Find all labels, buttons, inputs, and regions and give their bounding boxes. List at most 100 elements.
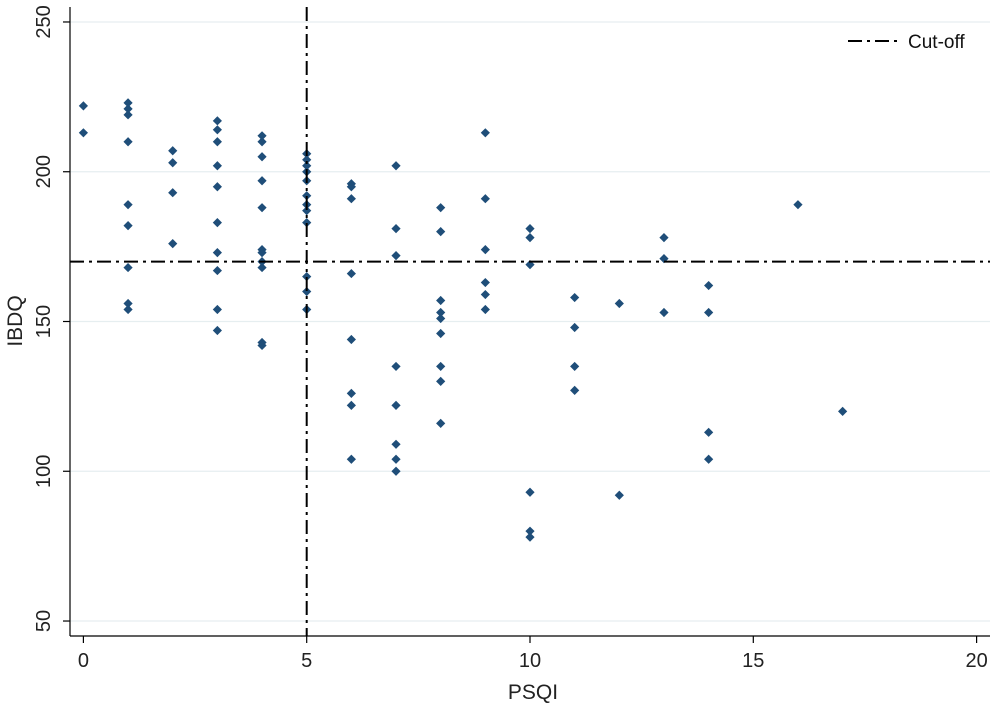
data-point-5: [123, 137, 133, 147]
data-point-7: [123, 221, 133, 231]
data-point-74: [480, 194, 490, 204]
data-point-28: [257, 176, 267, 186]
axis-ticks: 50 100 150 200 250 0 5 10 15 20: [33, 5, 988, 672]
data-point-55: [346, 454, 356, 464]
x-tick-label-0: 0: [78, 650, 89, 672]
data-point-35: [257, 340, 267, 351]
data-point-1: [78, 128, 88, 138]
data-point-24: [212, 325, 222, 336]
data-point-58: [391, 251, 401, 261]
data-point-99: [838, 406, 848, 416]
y-tick-label-50: 50: [33, 610, 55, 632]
data-point-92: [659, 254, 669, 264]
data-point-11: [168, 146, 178, 156]
cutoff-lines: [70, 7, 990, 636]
grid-lines: [70, 21, 990, 622]
data-point-50: [346, 194, 356, 204]
data-point-57: [391, 224, 401, 234]
data-point-77: [480, 289, 490, 300]
data-point-0: [78, 101, 88, 111]
data-point-6: [123, 200, 133, 210]
data-point-23: [212, 304, 222, 315]
data-point-78: [480, 304, 490, 315]
data-point-67: [436, 307, 446, 318]
data-point-98: [793, 200, 803, 210]
data-point-75: [480, 245, 490, 255]
data-point-44: [302, 218, 312, 228]
data-point-63: [391, 466, 401, 476]
data-point-46: [302, 286, 312, 297]
data-point-2: [123, 98, 133, 108]
y-tick-label-150: 150: [33, 305, 55, 338]
data-point-38: [302, 161, 312, 171]
data-point-10: [123, 304, 133, 315]
data-point-21: [212, 248, 222, 258]
legend: Cut-off: [848, 32, 965, 53]
data-point-60: [391, 400, 401, 410]
data-point-91: [659, 233, 669, 243]
data-point-25: [257, 131, 267, 141]
data-point-87: [570, 361, 580, 372]
data-point-94: [704, 280, 714, 291]
data-point-33: [257, 262, 267, 273]
data-point-45: [302, 271, 312, 282]
data-point-49: [346, 182, 356, 192]
data-point-22: [212, 265, 222, 276]
data-point-66: [436, 295, 446, 306]
data-point-16: [212, 125, 222, 135]
data-point-15: [212, 116, 222, 126]
y-axis-title: IBDQ: [4, 295, 27, 346]
data-point-26: [257, 137, 267, 147]
data-point-80: [525, 233, 535, 243]
data-point-96: [704, 427, 714, 437]
data-point-62: [391, 454, 401, 464]
data-point-88: [570, 385, 580, 395]
data-point-68: [436, 313, 446, 324]
data-point-54: [346, 400, 356, 410]
x-tick-label-10: 10: [519, 650, 541, 672]
legend-cutoff-label: Cut-off: [908, 32, 965, 53]
data-point-95: [704, 307, 714, 318]
y-tick-label-100: 100: [33, 455, 55, 488]
data-point-85: [570, 292, 580, 303]
data-point-18: [212, 161, 222, 171]
data-point-71: [436, 376, 446, 387]
data-point-61: [391, 439, 401, 449]
data-point-19: [212, 182, 222, 192]
data-point-64: [436, 203, 446, 213]
data-point-81: [525, 259, 535, 270]
data-point-73: [480, 128, 490, 138]
data-point-59: [391, 361, 401, 372]
data-point-53: [346, 388, 356, 398]
data-point-97: [704, 454, 714, 464]
data-point-82: [525, 487, 535, 497]
data-point-72: [436, 418, 446, 428]
data-point-83: [525, 526, 535, 536]
y-tick-label-250: 250: [33, 5, 55, 38]
data-point-84: [525, 532, 535, 542]
data-point-17: [212, 137, 222, 147]
data-point-31: [257, 248, 267, 258]
data-point-29: [257, 203, 267, 213]
data-point-8: [123, 262, 133, 273]
data-point-89: [614, 298, 624, 309]
data-point-43: [302, 206, 312, 216]
x-axis-title: PSQI: [508, 681, 558, 704]
data-point-76: [480, 277, 490, 288]
data-point-13: [168, 188, 178, 198]
data-point-9: [123, 298, 133, 309]
x-tick-label-15: 15: [742, 650, 764, 672]
data-points: [78, 98, 848, 542]
data-point-41: [302, 191, 312, 201]
data-point-70: [436, 361, 446, 372]
data-point-79: [525, 224, 535, 234]
data-point-4: [123, 110, 133, 120]
data-point-65: [436, 227, 446, 237]
data-point-3: [123, 104, 133, 114]
x-tick-label-5: 5: [301, 650, 312, 672]
data-point-27: [257, 152, 267, 162]
data-point-51: [346, 268, 356, 279]
data-point-93: [659, 307, 669, 318]
y-tick-label-200: 200: [33, 155, 55, 188]
